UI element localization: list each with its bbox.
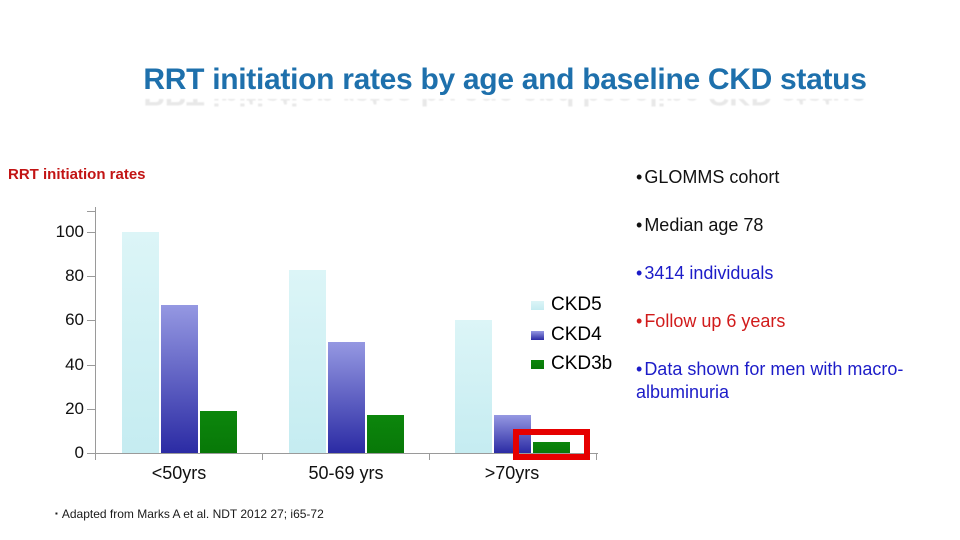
bar-ckd4-2: [328, 342, 365, 453]
x-category-label: 50-69 yrs: [308, 463, 384, 483]
bullet-icon: •: [636, 311, 643, 331]
slide-title: RRT initiation rates by age and baseline…: [143, 63, 867, 96]
bar-ckd3b-1: [200, 411, 237, 453]
bar-ckd4-1: [161, 305, 198, 453]
citation-bullet-icon: ▪: [55, 509, 58, 518]
y-tick-label: 0: [74, 443, 84, 462]
y-axis-line: [95, 207, 96, 453]
y-tick: [87, 320, 95, 322]
x-tick: [262, 453, 263, 460]
bar-ckd3b-2: [367, 415, 404, 453]
y-tick-label: 100: [55, 222, 84, 241]
bar-ckd3b-3: [533, 442, 570, 453]
chart-title: RRT initiation rates: [8, 166, 146, 183]
x-tick: [596, 453, 597, 460]
bullet-text: GLOMMS cohort: [644, 167, 780, 187]
y-tick-label: 80: [65, 266, 84, 286]
y-tick: [87, 453, 95, 454]
bar-ckd5-2: [289, 270, 326, 453]
y-axis-top-tick: [87, 211, 95, 212]
x-category-label: >70yrs: [484, 463, 540, 483]
x-category-label: <50yrs: [151, 463, 207, 483]
bullet-item: • Median age 78: [636, 214, 940, 237]
bullet-text: Follow up 6 years: [644, 311, 786, 331]
bullet-text: Median age 78: [644, 215, 764, 235]
bullet-list: • GLOMMS cohort • Median age 78 • 3414 indivi…: [636, 166, 940, 429]
y-tick-label: 60: [65, 310, 84, 330]
bullet-icon: •: [636, 263, 643, 283]
y-tick: [87, 408, 95, 410]
x-axis-line: [95, 453, 598, 454]
bullet-item: • GLOMMS cohort: [636, 166, 940, 189]
bullet-text: 3414 individuals: [644, 263, 774, 283]
y-tick-label: 20: [65, 398, 84, 418]
bullet-icon: •: [636, 215, 643, 235]
citation-text: Adapted from Marks A et al. NDT 2012 27;…: [61, 507, 324, 521]
bar-ckd5-3: [455, 320, 492, 453]
bullet-item: • 3414 individuals: [636, 262, 940, 285]
x-tick: [95, 453, 96, 460]
y-tick: [87, 276, 95, 278]
highlight-box: [513, 429, 590, 460]
bullet-item: • Follow up 6 years: [636, 310, 940, 333]
y-tick-label: 40: [65, 354, 84, 374]
bullet-item: • Data shown for men with macro-albuminur…: [636, 358, 940, 404]
x-tick: [429, 453, 430, 460]
bullet-icon: •: [636, 167, 643, 187]
bar-ckd5-1: [122, 232, 159, 453]
y-tick: [87, 364, 95, 366]
y-tick: [87, 232, 95, 233]
citation: ▪ Adapted from Marks A et al. NDT 2012 27…: [55, 507, 324, 521]
bullet-text: Data shown for men with macro-albuminuri…: [636, 359, 904, 402]
bullet-icon: •: [636, 359, 643, 379]
